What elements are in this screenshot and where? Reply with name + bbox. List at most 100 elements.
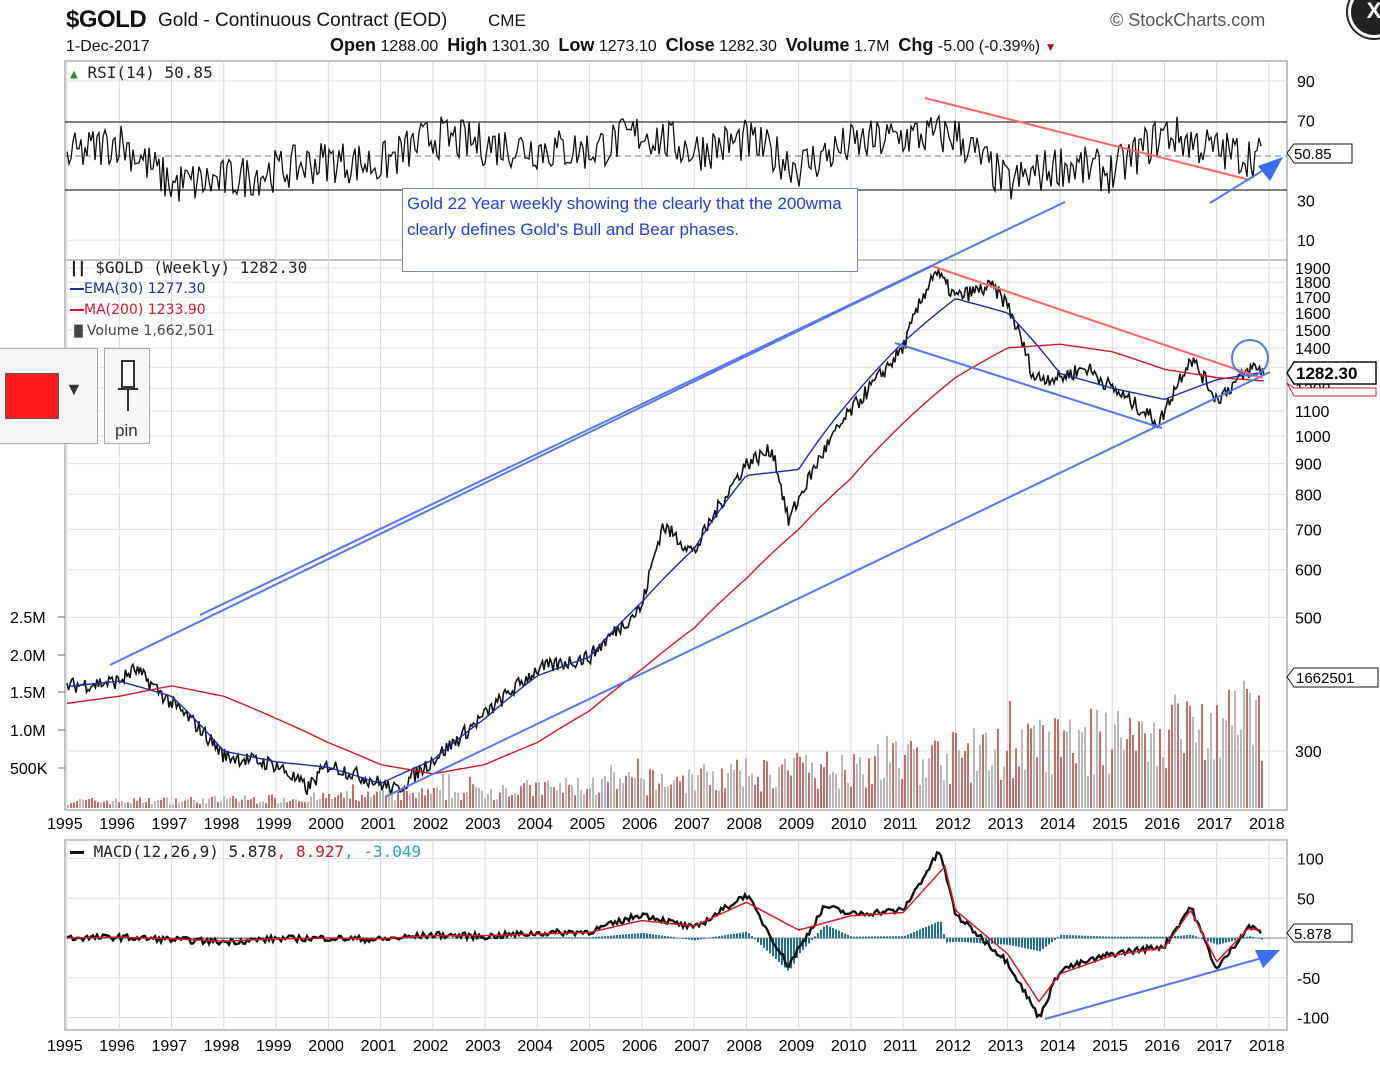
volume-bar [538,782,540,808]
volume-bar [1045,772,1047,808]
price-y-tick: 1400 [1295,341,1331,358]
macd-histogram-bar [907,934,909,939]
open-label: Open [330,35,377,55]
volume-bar [547,780,549,808]
rsi-arrow-line [1209,170,1263,204]
macd-histogram-bar [613,935,615,939]
macd-histogram-bar [754,938,756,940]
macd-histogram-bar [724,935,726,939]
volume-bar [448,774,450,808]
volume-bar [91,798,93,808]
volume-bar [961,757,963,808]
volume-bar [649,769,651,808]
macd-histogram-bar [190,938,192,940]
macd-histogram-bar [787,938,789,971]
price-line [66,269,1265,796]
pin-toggle[interactable]: pin [104,348,150,444]
volume-bar [517,794,519,808]
volume-bar [229,797,231,808]
volume-bar [526,780,528,808]
macd-histogram-bar [193,938,195,940]
volume-bar [799,756,801,808]
volume-bar [340,792,342,808]
volume-bar [379,790,381,808]
macd-histogram-bar [1198,937,1200,939]
volume-bar [274,797,276,808]
x-tick-label: 1999 [256,816,292,833]
macd-histogram-bar [961,938,963,943]
bear-channel-line [894,342,1163,429]
macd-histogram-bar [739,932,741,939]
volume-bar [1150,733,1152,808]
volume-bar [1051,773,1053,808]
volume-bar [484,798,486,808]
volume-bar [982,734,984,808]
macd-histogram-bar [649,933,651,939]
macd-histogram-bar [709,937,711,939]
macd-histogram-bar [1132,936,1134,939]
rsi-y-tick: 70 [1297,114,1315,131]
macd-histogram-bar [1159,936,1161,939]
volume-bar [790,775,792,808]
volume-bar [244,795,246,808]
annotation-color-picker[interactable]: ▼ [0,348,98,444]
volume-bar [904,754,906,808]
macd-histogram-bar [976,938,978,943]
macd-histogram-bar [1099,936,1101,939]
volume-bar [451,797,453,808]
volume-bar [616,789,618,808]
volume-bar [1015,748,1017,808]
macd-histogram-bar [601,936,603,939]
macd-histogram-bar [694,938,696,941]
volume-bar [886,735,888,808]
macd-histogram-bar [703,938,705,940]
volume-bar [136,800,138,808]
volume-bar [1156,765,1158,808]
volume-bar [160,799,162,808]
volume-bar [148,797,150,808]
volume-bar [808,772,810,808]
macd-histogram-bar [997,938,999,945]
volume-bar [343,797,345,808]
dropdown-arrow-icon[interactable]: ▼ [65,379,83,399]
macd-histogram-bar [1231,938,1233,942]
volume-bar [421,788,423,808]
volume-bar [142,802,144,808]
volume-bar [196,802,198,808]
macd-histogram-bar [1030,938,1032,950]
volume-bar [94,800,96,808]
close-value: 1282.30 [719,38,777,55]
volume-bar [1000,779,1002,808]
volume-bar [409,793,411,808]
macd-histogram-bar [424,937,426,939]
pin-icon-head [121,360,135,388]
ema-line [66,298,1265,784]
volume-bar [520,786,522,808]
volume-bar [166,797,168,808]
volume-bar [766,761,768,808]
volume-bar [199,803,201,808]
macd-histogram-bar [757,938,759,943]
volume-bar [349,798,351,808]
volume-bar [352,784,354,808]
macd-histogram-bar [550,937,552,939]
macd-histogram-bar [838,930,840,939]
macd-histogram-bar [1075,935,1077,939]
macd-histogram-bar [1168,936,1170,939]
macd-histogram-bar [811,938,813,941]
volume-bar [1234,690,1236,808]
macd-histogram-bar [760,938,762,945]
volume-bar [748,775,750,808]
volume-bar [397,790,399,808]
volume-bar [1078,730,1080,808]
volume-bar [82,799,84,808]
brand-logo[interactable]: © StockCharts.com [1110,10,1266,30]
volume-bar [238,802,240,808]
macd-histogram-bar [844,933,846,939]
macd-histogram-bar [985,938,987,944]
volume-value-tag [1286,667,1379,688]
macd-histogram-bar [1135,936,1137,939]
macd-histogram-bar [1033,938,1035,950]
x-tick-label: 2008 [726,816,762,833]
color-swatch[interactable] [5,373,59,419]
